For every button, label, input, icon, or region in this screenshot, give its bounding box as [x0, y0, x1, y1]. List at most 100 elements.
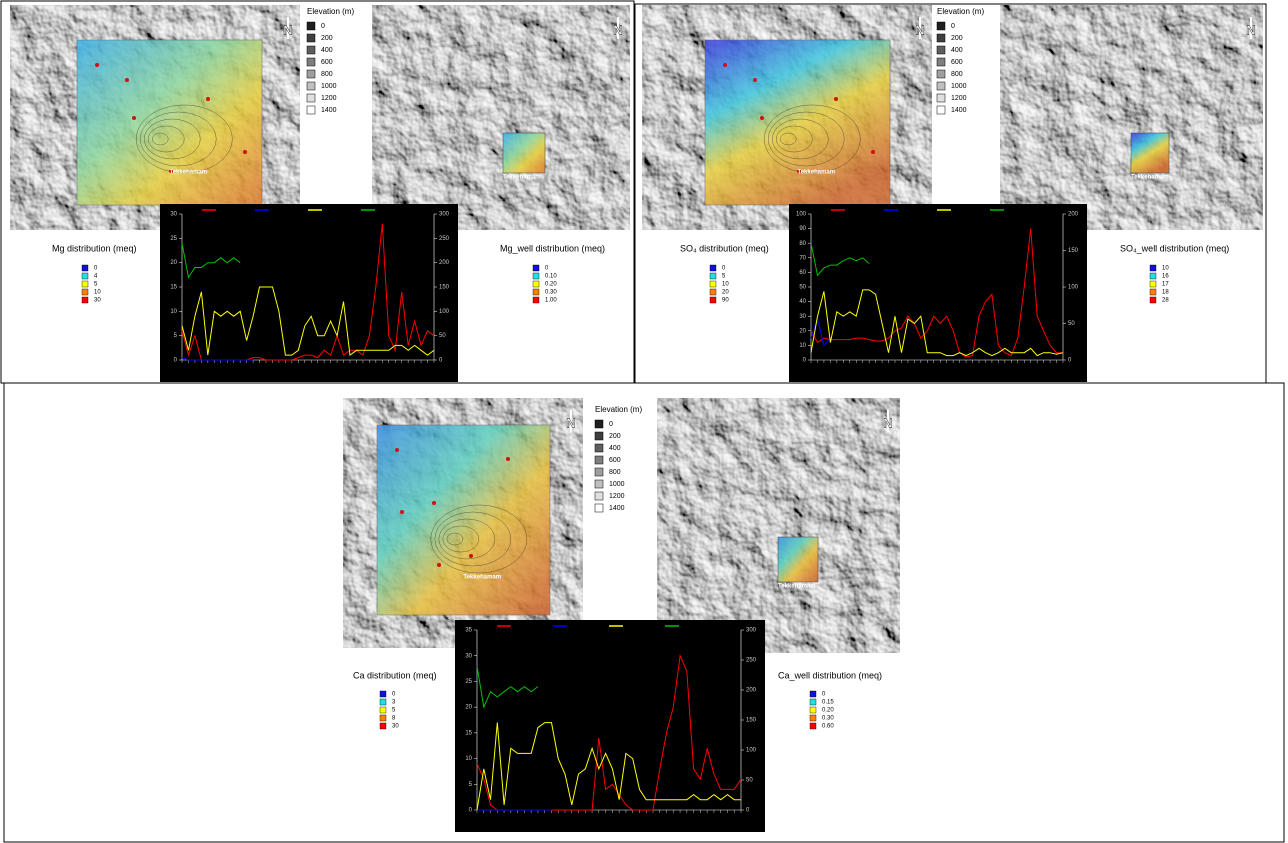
y2-tick-label: 50	[746, 778, 753, 784]
elevation-swatch	[937, 106, 945, 114]
y2-tick-label: 200	[746, 688, 757, 694]
north-label: N	[283, 22, 292, 37]
distribution-overlay	[705, 40, 890, 205]
north-label: N	[1246, 22, 1255, 37]
elevation-label: 1400	[609, 505, 625, 512]
legend-swatch	[1150, 273, 1156, 279]
elevation-swatch	[595, 468, 603, 476]
legend-label: 0	[545, 266, 549, 272]
legend-label: 0	[94, 266, 98, 272]
legend-swatch	[380, 707, 386, 713]
elevation-swatch	[595, 504, 603, 512]
elevation-label: 600	[951, 59, 963, 66]
y-tick-label: 25	[465, 679, 472, 685]
legend-label: 0.60	[822, 724, 834, 730]
elevation-label: 400	[609, 445, 621, 452]
figure: TekkehamamNElevation (m)0200400600800100…	[0, 0, 1288, 843]
elevation-swatch	[307, 34, 315, 42]
y-tick-label: 20	[465, 705, 472, 711]
legend-swatch	[810, 723, 816, 729]
place-label: Tekkehamam	[1131, 175, 1169, 181]
place-label: Tekkehamam	[464, 575, 502, 581]
y2-tick-label: 300	[439, 212, 450, 218]
well-point	[95, 63, 99, 67]
well-point	[723, 63, 727, 67]
legend-swatch	[82, 289, 88, 295]
place-label: Tekkehamam	[798, 170, 836, 176]
legend-title: Mg_well distribution (meq)	[500, 243, 605, 253]
y2-tick-label: 50	[1068, 321, 1075, 327]
y-tick-label: 30	[465, 653, 472, 659]
legend-label: 0	[722, 266, 726, 272]
legend-swatch	[533, 273, 539, 279]
well-point	[437, 563, 441, 567]
north-label: N	[613, 22, 622, 37]
legend-label: 0.15	[822, 700, 834, 706]
y-tick-label: 80	[799, 241, 806, 247]
elevation-swatch	[937, 94, 945, 102]
well-overlay	[503, 133, 545, 173]
legend-label: 5	[94, 282, 98, 288]
elevation-swatch	[937, 82, 945, 90]
elevation-title: Elevation (m)	[595, 405, 642, 414]
y-tick-label: 90	[799, 226, 806, 232]
elevation-swatch	[595, 480, 603, 488]
elevation-label: 600	[321, 59, 333, 66]
elevation-label: 0	[321, 23, 325, 30]
legend-label: 30	[392, 724, 399, 730]
y2-tick-label: 50	[439, 333, 446, 339]
legend-swatch	[710, 265, 716, 271]
legend-swatch	[82, 265, 88, 271]
well-point	[243, 150, 247, 154]
elevation-label: 800	[609, 469, 621, 476]
elevation-label: 1000	[951, 83, 967, 90]
legend-label: 0.20	[545, 282, 557, 288]
y2-tick-label: 200	[439, 260, 450, 266]
hillshade-map	[1000, 5, 1263, 230]
y2-tick-label: 150	[1068, 248, 1079, 254]
legend-swatch	[1150, 265, 1156, 271]
elevation-swatch	[595, 432, 603, 440]
elevation-swatch	[937, 22, 945, 30]
chart-background	[455, 620, 765, 832]
legend-label: 0	[822, 692, 826, 698]
y-tick-label: 30	[799, 314, 806, 320]
y-tick-label: 30	[170, 212, 177, 218]
legend-label: 18	[1162, 290, 1169, 296]
hillshade-map	[657, 398, 900, 653]
page: {"panels": [ {"left_map": {"place": "Tek…	[0, 0, 1288, 843]
elevation-label: 1400	[951, 107, 967, 114]
elevation-swatch	[307, 106, 315, 114]
y2-tick-label: 300	[746, 628, 757, 634]
north-label: N	[883, 415, 892, 430]
y2-tick-label: 250	[439, 236, 450, 242]
legend-swatch	[380, 699, 386, 705]
legend-swatch	[380, 715, 386, 721]
legend-title: Mg distribution (meq)	[52, 243, 137, 253]
elevation-label: 200	[951, 35, 963, 42]
y-tick-label: 10	[465, 756, 472, 762]
legend-swatch	[1150, 297, 1156, 303]
elevation-swatch	[937, 58, 945, 66]
legend-swatch	[533, 265, 539, 271]
legend-label: 4	[94, 274, 98, 280]
legend-swatch	[810, 707, 816, 713]
north-label: N	[915, 22, 924, 37]
y-tick-label: 10	[799, 343, 806, 349]
y-tick-label: 10	[170, 309, 177, 315]
well-point	[834, 97, 838, 101]
y-tick-label: 50	[799, 285, 806, 291]
y-tick-label: 15	[465, 730, 472, 736]
elevation-swatch	[307, 22, 315, 30]
hillshade-map	[372, 5, 630, 230]
legend-swatch	[82, 297, 88, 303]
legend-swatch	[710, 281, 716, 287]
legend-label: 0.10	[545, 274, 557, 280]
place-label: Tekkehamam	[778, 584, 816, 590]
elevation-label: 0	[951, 23, 955, 30]
elevation-swatch	[595, 444, 603, 452]
elevation-swatch	[307, 58, 315, 66]
place-label: Tekkehamam	[170, 170, 208, 176]
chart-background	[789, 204, 1087, 382]
legend-label: 0.30	[545, 290, 557, 296]
